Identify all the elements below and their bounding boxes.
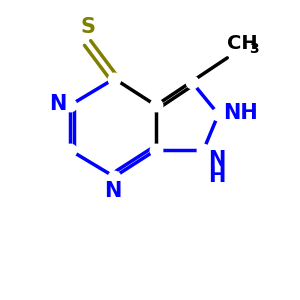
Text: CH: CH — [227, 34, 258, 53]
Text: N: N — [104, 181, 122, 201]
Text: H: H — [208, 166, 225, 186]
Text: N: N — [50, 94, 67, 114]
Text: N: N — [208, 150, 225, 170]
Text: NH: NH — [223, 103, 258, 123]
Text: 3: 3 — [249, 42, 258, 56]
Text: S: S — [80, 17, 95, 37]
